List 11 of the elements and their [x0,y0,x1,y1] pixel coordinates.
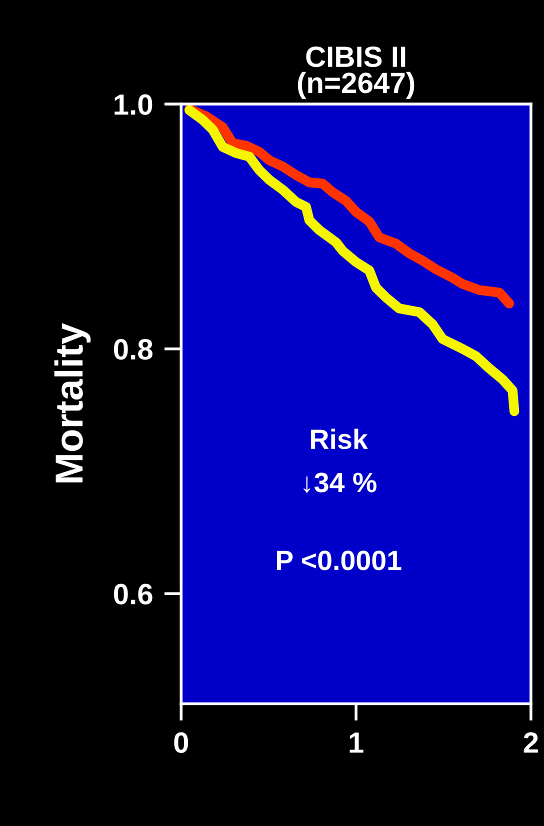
y-axis-title: Mortality [54,323,91,482]
y-tick-label: 0.6 [114,584,152,604]
x-tick-label: 1 [350,732,364,753]
annotation: ↓34 % [304,472,376,493]
y-tick-label: 0.8 [114,339,152,360]
annotation: Risk [311,428,368,450]
annotation: P <0.0001 [276,550,402,570]
y-tick-label: 1.0 [114,94,152,115]
x-tick-label: 2 [524,732,538,753]
x-tick-label: 0 [174,732,188,753]
chart-title: CIBIS II (n=2647) [298,46,414,100]
